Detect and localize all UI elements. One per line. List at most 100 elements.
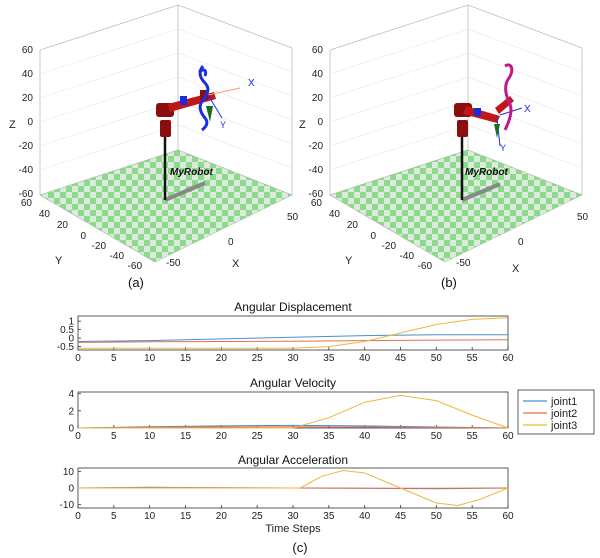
legend: joint1 joint2 joint3	[517, 389, 595, 435]
x-ticks: 0 5 10 15 20 25 30 35 40 45 50 55 60	[75, 347, 514, 364]
x-tick-label: 20	[216, 353, 228, 364]
x-tick-label: 30	[287, 511, 299, 522]
z-tick: 0	[317, 117, 323, 128]
frame-y-label: Y	[220, 120, 226, 130]
legend-label-joint1: joint1	[550, 396, 577, 408]
x-tick: -50	[166, 258, 181, 269]
caption-c: (c)	[292, 540, 307, 555]
z-tick: -20	[19, 141, 34, 152]
x-tick: 50	[287, 212, 299, 223]
scene-b: 60 40 20 0 -20 -40 -60 Z 60 40 20 0 -20 …	[299, 4, 589, 290]
scene-a: 60 40 20 0 -20 -40 -60 Z 60 40 20 0 -20 …	[9, 4, 299, 290]
y-tick: -20	[382, 241, 397, 252]
robot-label: MyRobot	[170, 167, 213, 178]
robot-b: X Y MyRobot	[454, 63, 531, 202]
z-tick: 20	[312, 93, 324, 104]
x-tick-label: 40	[359, 353, 371, 364]
y-tick: 40	[39, 209, 51, 220]
y-tick-label: 0	[68, 484, 74, 495]
series-lines	[77, 317, 509, 349]
robot-link	[457, 120, 468, 137]
z-tick: 20	[22, 93, 34, 104]
series-lines	[77, 394, 509, 429]
x-tick-label: 30	[287, 353, 299, 364]
z-tick: -60	[309, 189, 324, 200]
robot-joint-marker	[180, 96, 187, 105]
y-tick-label: 0	[68, 334, 74, 345]
legend-label-joint3: joint3	[550, 420, 577, 432]
x-tick-label: 45	[395, 511, 407, 522]
y-ticks: 10.50-0.5	[57, 317, 81, 353]
robot-link	[160, 120, 171, 137]
x-tick-label: 15	[180, 511, 192, 522]
z-tick: 40	[312, 69, 324, 80]
robot-shadow	[164, 181, 206, 202]
robot-arm	[463, 106, 500, 123]
x-axis-label: X	[512, 263, 520, 275]
x-tick-label: 5	[111, 511, 117, 522]
x-tick-label: 25	[252, 511, 264, 522]
x-tick-label: 60	[502, 431, 514, 442]
trajectory	[503, 63, 514, 131]
z-axis-ticks-a: 60 40 20 0 -20 -40 -60	[19, 45, 34, 200]
frame-x-axis	[207, 87, 241, 96]
x-tick-label: 20	[216, 431, 228, 442]
end-effector	[206, 106, 213, 122]
x-tick-label: 35	[323, 431, 335, 442]
x-tick-label: 55	[467, 431, 479, 442]
plot-area	[77, 391, 509, 429]
trajectory-loop	[198, 68, 208, 77]
y-tick: 0	[370, 231, 376, 242]
frame-y-axis	[207, 94, 223, 119]
robot-label: MyRobot	[465, 167, 508, 178]
x-tick-label: 50	[431, 353, 443, 364]
x-tick-label: 5	[111, 353, 117, 364]
series-line-joint3	[78, 317, 509, 349]
x-tick-label: 40	[359, 511, 371, 522]
x-tick-label: 45	[395, 353, 407, 364]
x-tick-label: 50	[431, 511, 443, 522]
panel-displacement: Angular Displacement 10.50-0.5 0 5 10 15 20 2…	[57, 300, 514, 364]
y-tick-label: 2	[68, 406, 74, 417]
y-axis-ticks-b: 60 40 20 0 -20 -40 -60	[311, 198, 433, 272]
x-tick-label: 25	[252, 431, 264, 442]
x-ticks: 0 5 10 15 20 25 30 35 40 45 50 55 60	[75, 505, 514, 522]
frame-y-label: Y	[500, 143, 506, 153]
y-tick: 60	[21, 198, 33, 209]
x-tick-label: 20	[216, 511, 228, 522]
end-effector	[494, 124, 500, 138]
x-axis-label: Time Steps	[265, 523, 321, 535]
robot-joint-marker	[474, 108, 481, 116]
x-tick-label: 60	[502, 511, 514, 522]
x-tick-label: 30	[287, 431, 299, 442]
y-tick: -60	[128, 261, 143, 272]
y-tick-label: -0.5	[57, 342, 75, 353]
x-tick: 50	[577, 212, 589, 223]
x-axis-ticks-b: -50 0 50	[456, 212, 589, 269]
robot-a: X Y MyRobot	[156, 65, 255, 202]
frame-x-label: X	[524, 104, 531, 115]
caption-b: (b)	[441, 275, 457, 290]
y-tick-label: 10	[63, 467, 75, 478]
y-tick-label: 0.5	[60, 325, 74, 336]
y-tick-label: 0	[68, 424, 74, 435]
y-tick: 0	[80, 231, 86, 242]
z-tick: -20	[309, 141, 324, 152]
x-tick-label: 50	[431, 431, 443, 442]
x-tick-label: 40	[359, 431, 371, 442]
z-tick: 40	[22, 69, 34, 80]
y-tick: 20	[57, 220, 69, 231]
y-tick: 20	[347, 220, 359, 231]
series-line-joint2	[77, 426, 509, 429]
y-tick: -40	[400, 251, 415, 262]
x-tick-label: 60	[502, 353, 514, 364]
x-tick-label: 0	[75, 431, 81, 442]
y-tick-label: -10	[60, 500, 75, 511]
x-tick-label: 0	[75, 511, 81, 522]
panel-velocity: Angular Velocity 420 0 5 10 15 20 25 30 35 40 45 5…	[68, 376, 514, 442]
z-tick: 60	[312, 45, 324, 56]
x-tick-label: 35	[323, 353, 335, 364]
chart-title: Angular Displacement	[234, 300, 352, 314]
chart-title: Angular Velocity	[250, 376, 336, 390]
